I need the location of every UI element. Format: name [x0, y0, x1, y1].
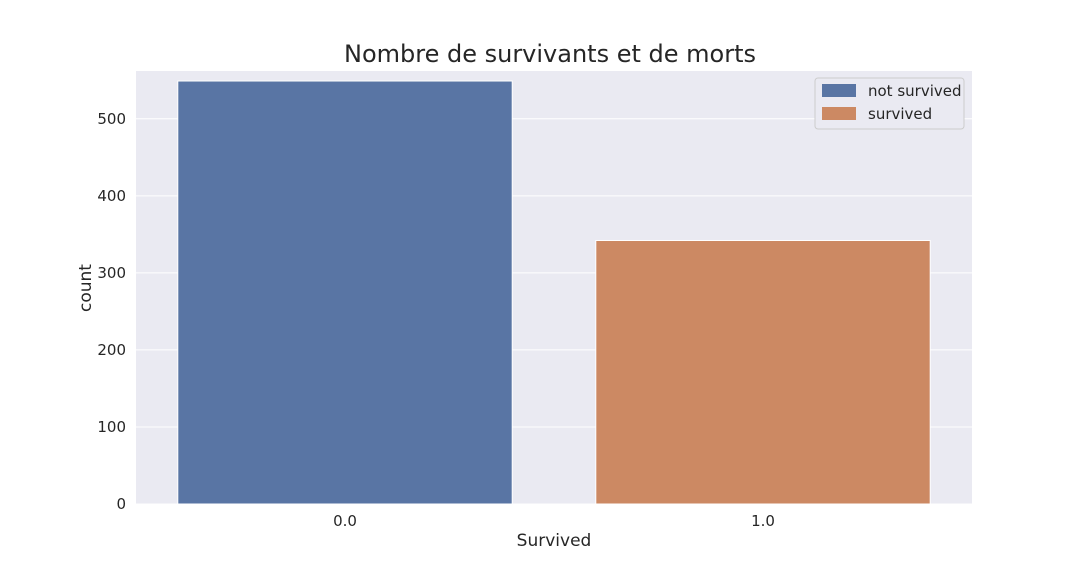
y-tick-label: 400 [97, 187, 126, 205]
bars [177, 80, 931, 505]
x-tick-label: 0.0 [333, 512, 357, 530]
legend: not survived survived [814, 77, 965, 130]
legend-label-survived: survived [868, 105, 932, 123]
y-tick-label: 300 [97, 264, 126, 282]
chart-title: Nombre de survivants et de morts [344, 40, 756, 68]
y-axis-label: count [76, 264, 96, 312]
y-tick-label: 0 [116, 495, 126, 513]
x-tick-labels: 0.0 1.0 [333, 512, 775, 530]
y-tick-label: 500 [97, 110, 126, 128]
x-axis-label: Survived [517, 531, 592, 551]
bar-0-0 [177, 80, 513, 505]
y-tick-label: 200 [97, 341, 126, 359]
y-tick-label: 100 [97, 418, 126, 436]
legend-swatch-survived [822, 107, 856, 120]
y-tick-labels: 0 100 200 300 400 500 [97, 110, 126, 513]
legend-swatch-not-survived [822, 84, 856, 97]
legend-label-not-survived: not survived [868, 82, 962, 100]
bar-1-0 [595, 240, 931, 505]
x-tick-label: 1.0 [751, 512, 775, 530]
